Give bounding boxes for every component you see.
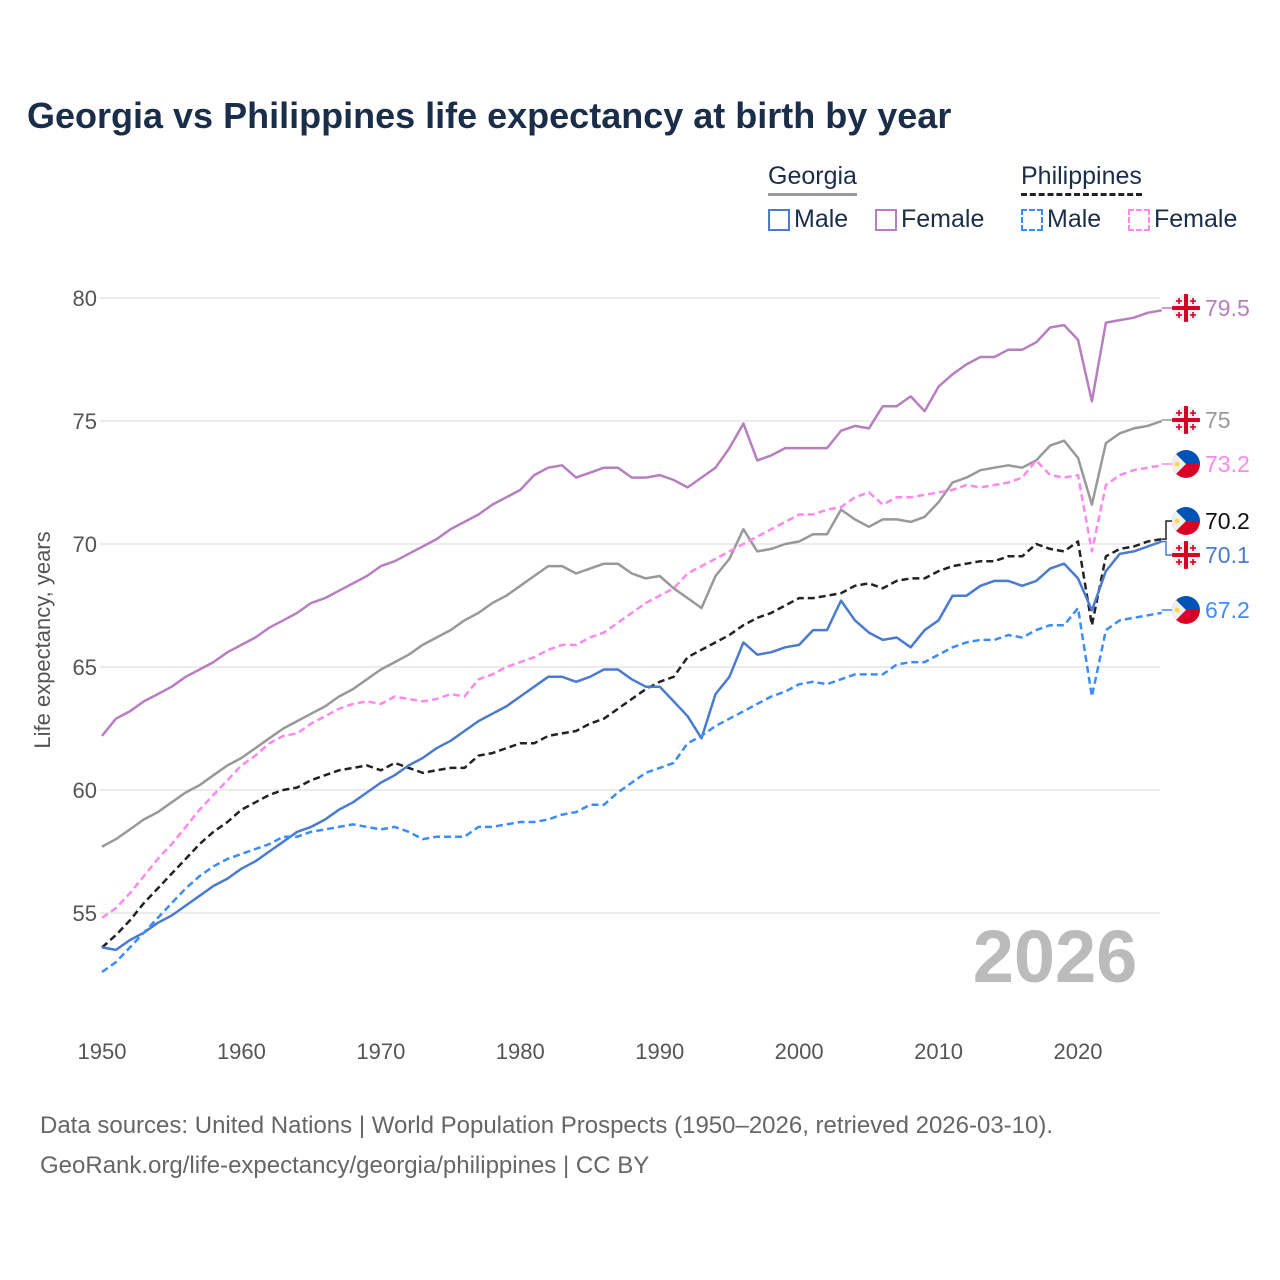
source-line-1: Data sources: United Nations | World Pop… [40, 1112, 1054, 1139]
flag-small-cross [1176, 412, 1182, 414]
legend-label: Male [794, 205, 849, 233]
y-tick-label: 80 [73, 286, 97, 311]
flag-sun [1174, 461, 1180, 467]
y-tick-label: 55 [73, 901, 97, 926]
leader-line [1161, 520, 1172, 540]
legend-label: Female [901, 205, 985, 233]
x-tick-label: 1970 [356, 1039, 405, 1064]
x-tick-label: 1980 [496, 1039, 545, 1064]
flag-small-cross [1176, 547, 1182, 549]
line-chart: 55 60 65 70 75 80 1950 1960 1970 1980 1990 2000 2010… [30, 286, 1250, 1064]
end-label-georgia-total: 75 [1161, 406, 1231, 434]
series-line-georgia-male [101, 540, 1163, 952]
flag-small-cross [1176, 561, 1182, 563]
legend-georgia-male: Male [768, 205, 848, 234]
flag-small-cross [1190, 412, 1196, 414]
series-line-ph-male [101, 606, 1162, 974]
legend-swatch [1021, 208, 1043, 231]
end-label-ph-male: 67.2 [1161, 596, 1250, 624]
x-tick-label: 1960 [217, 1039, 266, 1064]
leader-line [1161, 540, 1172, 556]
end-value-label: 70.1 [1205, 542, 1250, 568]
x-tick-label: 2020 [1054, 1039, 1103, 1064]
flag-body [1172, 294, 1200, 322]
year-watermark: 2026 [973, 915, 1138, 998]
flag-cross [1172, 306, 1200, 310]
philippines-flag-icon [1172, 596, 1200, 624]
series-line-georgia-female [101, 309, 1162, 737]
georgia-flag-icon [1172, 406, 1200, 434]
flag-body [1172, 450, 1200, 478]
georgia-flag-icon [1172, 541, 1200, 569]
series-line-georgia-total [101, 419, 1163, 848]
x-tick-label: 1950 [78, 1039, 127, 1064]
y-tick-label: 65 [73, 655, 97, 680]
end-value-label: 79.5 [1205, 295, 1250, 321]
flag-body [1172, 541, 1200, 569]
end-label-ph-total: 70.2 [1161, 507, 1250, 540]
end-label-ph-female: 73.2 [1161, 450, 1250, 478]
y-axis-label: Life expectancy, years [30, 531, 55, 748]
y-tick-label: 70 [73, 532, 97, 557]
x-tick-label: 2010 [914, 1039, 963, 1064]
source-note: Data sources: United Nations | World Pop… [40, 1106, 1053, 1186]
legend-georgia-female: Female [875, 205, 984, 234]
legend-label: Female [1154, 205, 1238, 233]
y-tick-label: 60 [73, 778, 97, 803]
flag-small-cross [1176, 426, 1182, 428]
georgia-flag-icon [1172, 294, 1200, 322]
x-tick-label: 2000 [775, 1039, 824, 1064]
flag-sun [1174, 518, 1180, 524]
flag-body [1172, 596, 1200, 624]
y-tick-label: 75 [73, 409, 97, 434]
legend-swatch [1128, 208, 1150, 231]
flag-small-cross [1190, 300, 1196, 302]
end-value-label: 67.2 [1205, 597, 1250, 623]
legend-ph-female: Female [1128, 205, 1237, 234]
flag-small-cross [1190, 314, 1196, 316]
philippines-flag-icon [1172, 450, 1200, 478]
x-tick-label: 1990 [635, 1039, 684, 1064]
end-value-label: 75 [1205, 407, 1231, 433]
flag-small-cross [1190, 547, 1196, 549]
legend-label: Male [1047, 205, 1102, 233]
flag-body [1172, 507, 1200, 535]
end-label-georgia-male: 70.1 [1161, 540, 1250, 569]
legend-swatch [875, 208, 897, 231]
flag-body [1172, 406, 1200, 434]
legend-philippines-label: Philippines [1021, 162, 1142, 196]
end-value-label: 70.2 [1205, 508, 1250, 534]
flag-small-cross [1190, 426, 1196, 428]
source-line-2[interactable]: GeoRank.org/life-expectancy/georgia/phil… [40, 1152, 650, 1179]
end-label-georgia-female: 79.5 [1161, 294, 1250, 322]
legend-ph-male: Male [1021, 205, 1101, 234]
end-value-label: 73.2 [1205, 451, 1250, 477]
series-line-ph-total [101, 537, 1162, 949]
flag-sun [1174, 607, 1180, 613]
legend-swatch [768, 208, 790, 231]
flag-small-cross [1190, 561, 1196, 563]
legend-georgia-label: Georgia [768, 162, 857, 196]
series-line-ph-female [101, 459, 1162, 919]
chart-title: Georgia vs Philippines life expectancy a… [27, 95, 952, 136]
flag-small-cross [1176, 300, 1182, 302]
flag-small-cross [1176, 314, 1182, 316]
flag-cross [1172, 418, 1200, 422]
flag-cross [1172, 553, 1200, 557]
philippines-flag-icon [1172, 507, 1200, 535]
